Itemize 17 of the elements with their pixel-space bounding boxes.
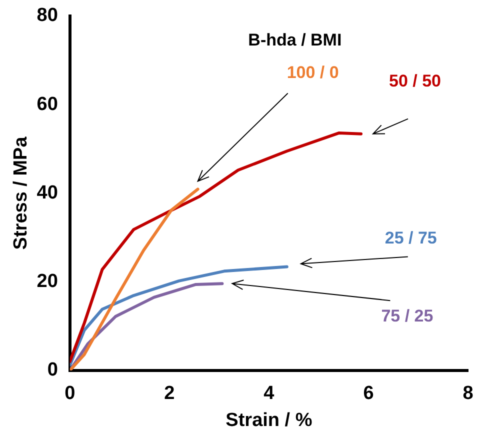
x-axis-title: Strain / %	[226, 410, 312, 431]
x-tick-label: 2	[164, 383, 175, 404]
text: 25 / 75	[384, 228, 437, 248]
text: 50 / 50	[389, 72, 442, 91]
text: 100 / 0	[286, 62, 339, 82]
x-tick-label: 0	[64, 383, 76, 404]
text: 75 / 25	[381, 306, 434, 326]
y-tick-label: 60	[36, 94, 58, 115]
y-tick-label: 0	[47, 360, 58, 381]
legend-title: B-hda / BMI	[248, 30, 342, 50]
x-tick-label: 6	[363, 383, 374, 404]
y-tick-label: 80	[36, 5, 58, 26]
y-tick-label: 40	[36, 182, 58, 204]
x-tick-label: 8	[462, 383, 474, 404]
x-tick-label: 4	[264, 383, 275, 404]
y-tick-label: 20	[36, 271, 58, 292]
y-axis-title: Stress / MPa	[10, 136, 32, 250]
